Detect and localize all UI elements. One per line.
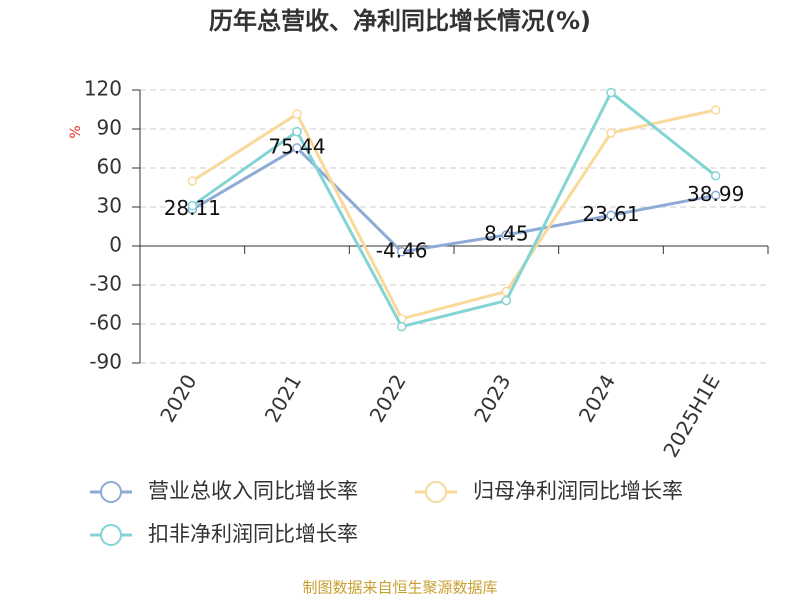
- y-tick-label: -30: [89, 272, 122, 296]
- data-label: -4.46: [376, 238, 428, 262]
- point: [396, 321, 407, 332]
- data-label: 75.44: [268, 134, 325, 158]
- data-label: 28.11: [164, 196, 221, 220]
- point: [292, 126, 302, 137]
- point: [501, 230, 512, 240]
- point: [710, 190, 721, 201]
- y-tick-label: 30: [97, 194, 122, 218]
- point: [292, 143, 302, 153]
- series-line: [191, 108, 716, 321]
- point: [710, 105, 721, 115]
- y-tick-label: 120: [84, 77, 122, 101]
- series-line: [191, 146, 716, 254]
- point: [606, 128, 616, 138]
- data-label: 8.45: [484, 222, 529, 246]
- x-tick-label: 2021: [260, 370, 306, 426]
- x-tick-label: 2023: [469, 370, 515, 426]
- data-label: 23.61: [582, 202, 639, 226]
- point: [292, 109, 302, 119]
- source-note: 制图数据来自恒生聚源数据库: [302, 579, 497, 597]
- point: [501, 295, 512, 306]
- x-tick-label: 2020: [155, 370, 201, 426]
- point: [710, 171, 721, 181]
- legend-label: 扣非净利润同比增长率: [148, 522, 358, 546]
- legend-marker: [425, 481, 447, 503]
- y-tick-label: -90: [89, 350, 122, 374]
- point: [606, 87, 616, 98]
- y-tick-label: 60: [97, 155, 122, 179]
- x-tick-label: 2024: [574, 370, 620, 426]
- legend-label: 归母净利润同比增长率: [473, 479, 683, 503]
- y-tick-label: 0: [109, 233, 122, 257]
- point: [606, 210, 616, 221]
- x-tick-label: 2022: [365, 370, 411, 426]
- point: [187, 200, 198, 211]
- series-line: [191, 90, 717, 329]
- y-tick-label: 90: [97, 116, 122, 140]
- legend-marker: [100, 524, 122, 546]
- x-tick-label: 2025H1E: [658, 370, 724, 461]
- y-axis-label: %: [68, 125, 84, 138]
- legend-marker: [100, 481, 122, 503]
- point: [187, 176, 198, 186]
- data-label: 38.99: [687, 182, 744, 206]
- chart-title: 历年总营收、净利同比增长情况(%): [209, 7, 591, 35]
- point: [396, 247, 407, 257]
- legend-label: 营业总收入同比增长率: [148, 479, 358, 503]
- y-tick-label: -60: [89, 311, 122, 335]
